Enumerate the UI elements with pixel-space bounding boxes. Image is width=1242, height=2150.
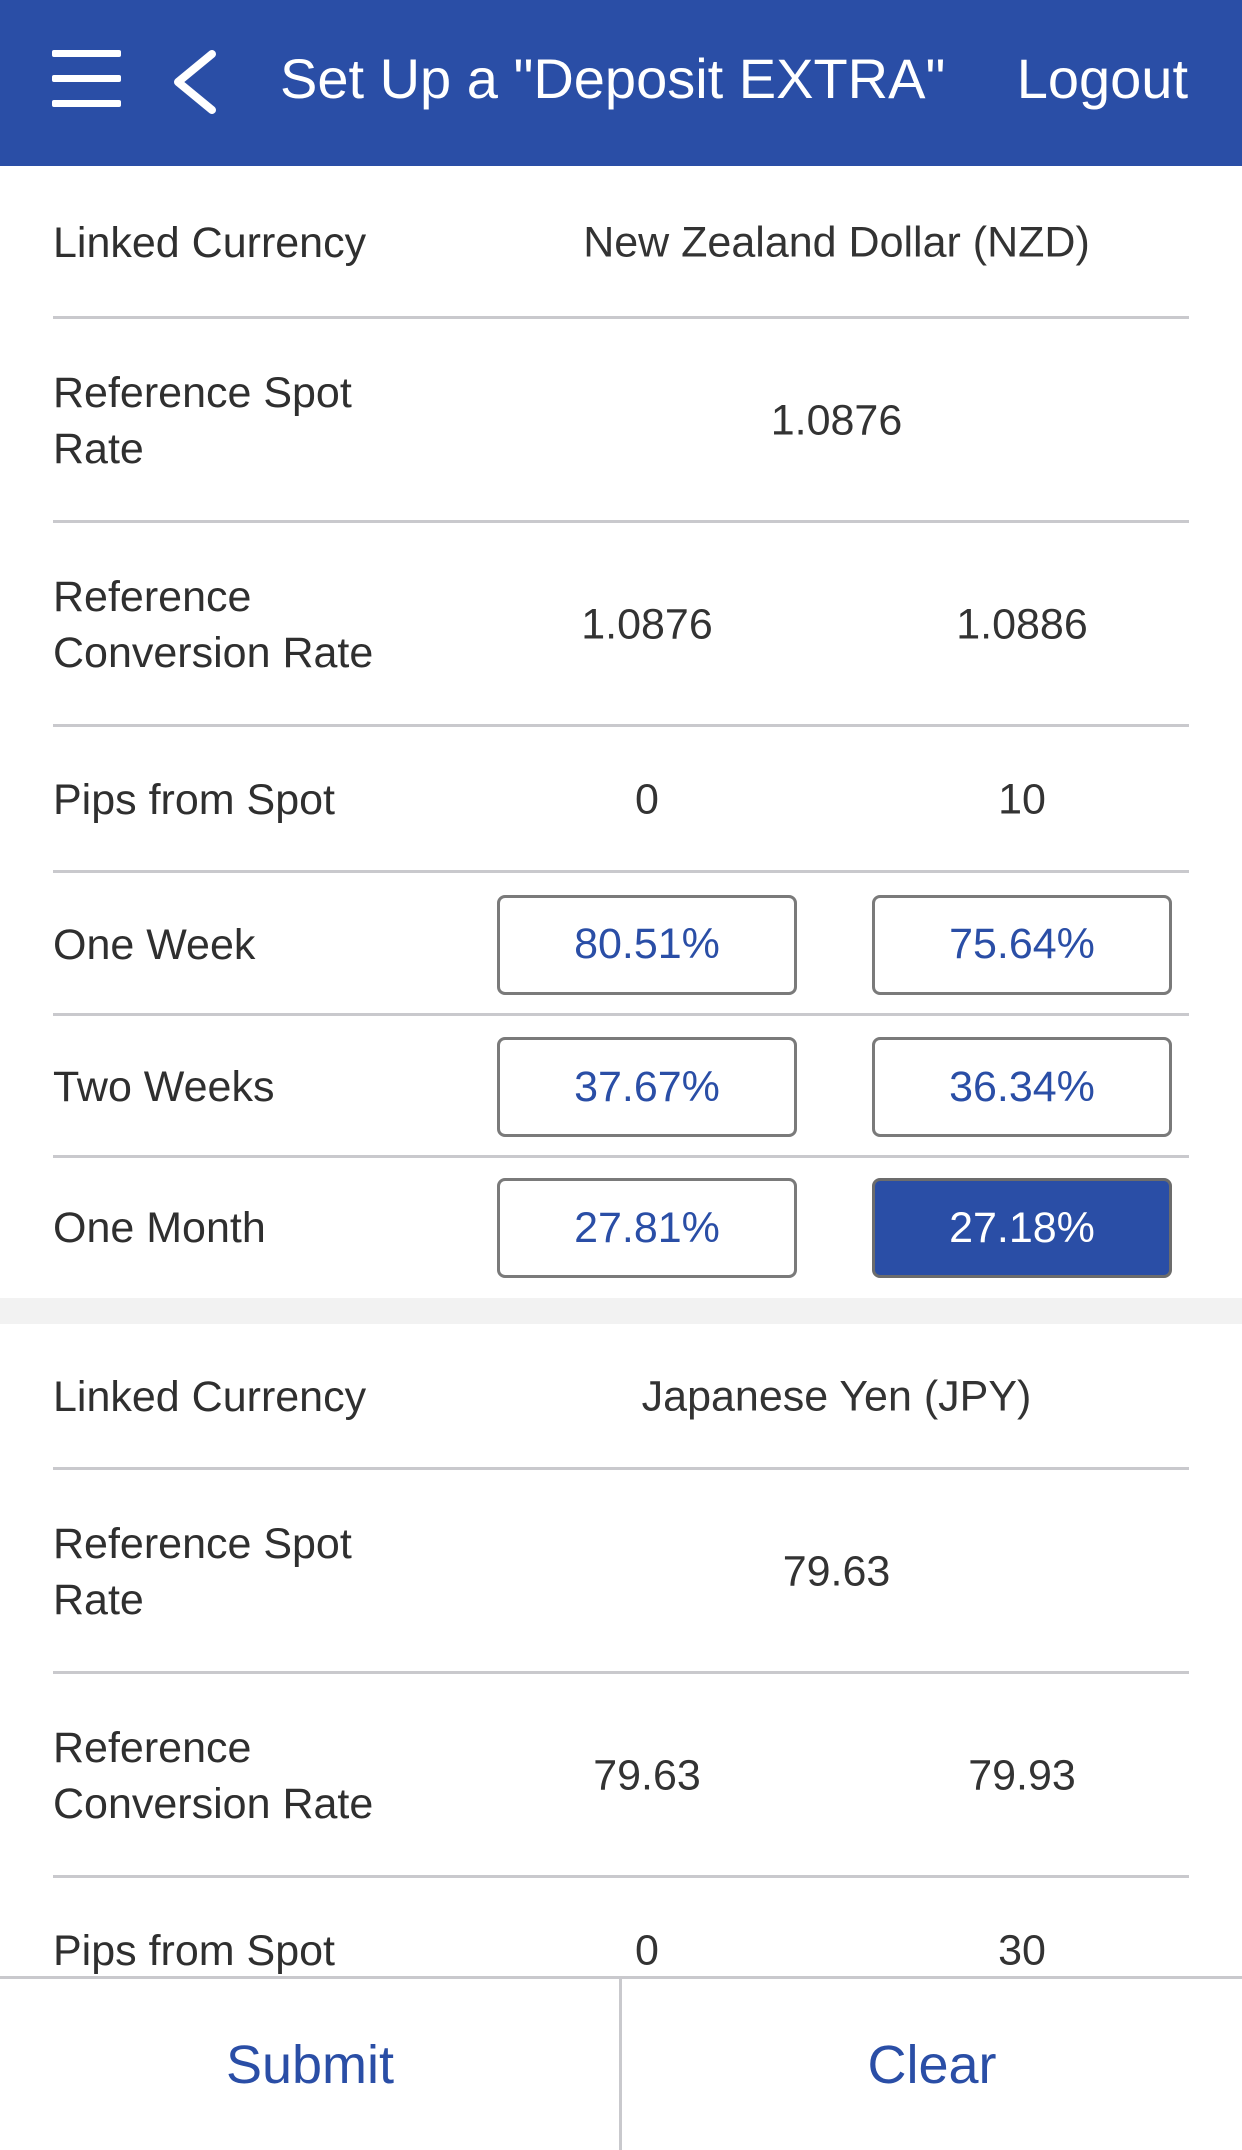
reference-conversion-rate-label: Reference Conversion Rate	[53, 573, 374, 677]
tenor-label: One Month	[53, 1204, 266, 1252]
conversion-rate-option-2: 1.0886	[956, 600, 1088, 649]
pips-from-spot-label: Pips from Spot	[53, 776, 335, 824]
reference-spot-rate-value: 79.63	[782, 1547, 891, 1596]
back-chevron-icon[interactable]	[168, 50, 220, 114]
linked-currency-label: Linked Currency	[53, 1373, 367, 1421]
reference-conversion-rate-row: Reference Conversion Rate 79.63 79.93	[0, 1674, 1242, 1878]
rate-button-one-week-option-1[interactable]: 80.51%	[497, 894, 797, 995]
conversion-rate-option-2: 79.93	[968, 1751, 1076, 1800]
deposit-extra-form[interactable]: Linked Currency New Zealand Dollar (NZD)…	[0, 166, 1242, 1976]
rate-button-one-month-option-1[interactable]: 27.81%	[497, 1178, 797, 1278]
conversion-rate-option-1: 79.63	[593, 1751, 701, 1800]
submit-button[interactable]: Submit	[225, 2034, 395, 2095]
tenor-label: One Week	[53, 920, 256, 969]
tenor-label: Two Weeks	[53, 1063, 275, 1111]
reference-spot-rate-label: Reference Spot Rate	[53, 369, 352, 473]
top-navigation-bar: Set Up a "Deposit EXTRA" Logout	[0, 0, 1242, 166]
tenor-row-two-weeks: Two Weeks 37.67% 36.34%	[0, 1016, 1242, 1158]
linked-currency-value: Japanese Yen (JPY)	[641, 1372, 1032, 1421]
linked-currency-value: New Zealand Dollar (NZD)	[583, 218, 1090, 266]
tenor-row-one-month: One Month 27.81% 27.18%	[0, 1158, 1242, 1298]
pips-option-1: 0	[635, 1926, 659, 1975]
reference-spot-rate-value: 1.0876	[770, 396, 903, 445]
reference-spot-rate-row: Reference Spot Rate 1.0876	[0, 319, 1242, 523]
pips-option-2: 10	[998, 775, 1046, 824]
rate-button-one-month-option-2-selected[interactable]: 27.18%	[872, 1178, 1172, 1278]
clear-button[interactable]: Clear	[867, 2034, 997, 2095]
reference-conversion-rate-label: Reference Conversion Rate	[53, 1724, 374, 1828]
reference-conversion-rate-row: Reference Conversion Rate 1.0876 1.0886	[0, 523, 1242, 727]
rate-button-two-weeks-option-1[interactable]: 37.67%	[497, 1037, 797, 1137]
page-title: Set Up a "Deposit EXTRA"	[280, 47, 946, 110]
pips-option-1: 0	[635, 775, 659, 824]
linked-currency-row: Linked Currency New Zealand Dollar (NZD)	[0, 166, 1242, 319]
bottom-action-bar: Submit Clear	[0, 1976, 1242, 2150]
linked-currency-row: Linked Currency Japanese Yen (JPY)	[0, 1324, 1242, 1470]
pips-from-spot-row: Pips from Spot 0 10	[0, 727, 1242, 873]
logout-button[interactable]: Logout	[1016, 47, 1188, 110]
reference-spot-rate-label: Reference Spot Rate	[53, 1520, 352, 1624]
conversion-rate-option-1: 1.0876	[581, 600, 713, 649]
section-divider	[0, 1298, 1242, 1324]
pips-from-spot-row: Pips from Spot 0 30	[0, 1878, 1242, 1976]
pips-from-spot-label: Pips from Spot	[53, 1927, 335, 1975]
reference-spot-rate-row: Reference Spot Rate 79.63	[0, 1470, 1242, 1674]
button-divider	[619, 1979, 622, 2150]
tenor-row-one-week: One Week 80.51% 75.64%	[0, 873, 1242, 1016]
rate-button-two-weeks-option-2[interactable]: 36.34%	[872, 1037, 1172, 1137]
pips-option-2: 30	[998, 1926, 1046, 1975]
linked-currency-label: Linked Currency	[53, 218, 367, 267]
hamburger-menu-icon[interactable]	[52, 50, 121, 108]
rate-button-one-week-option-2[interactable]: 75.64%	[872, 894, 1172, 995]
